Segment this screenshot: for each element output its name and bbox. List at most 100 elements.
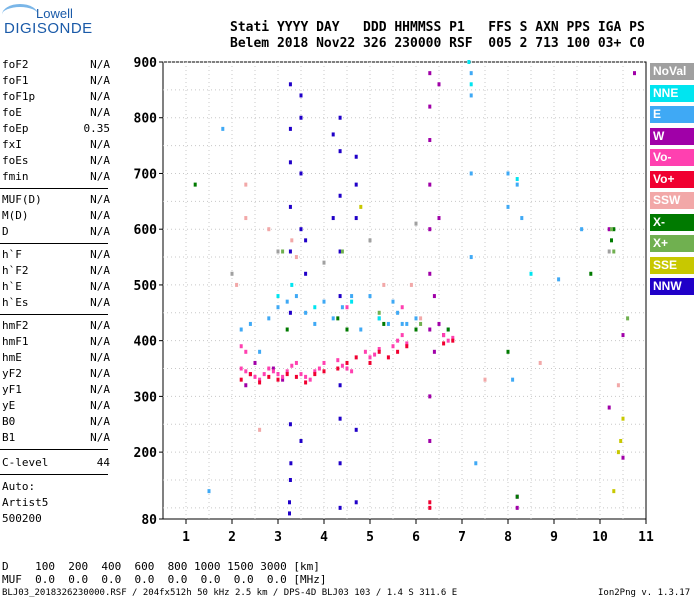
echo-point bbox=[428, 394, 432, 399]
echo-point bbox=[338, 115, 342, 120]
x-tick-label: 4 bbox=[320, 530, 328, 545]
echo-point bbox=[373, 352, 377, 357]
param-name: foEs bbox=[2, 154, 29, 167]
echo-point bbox=[354, 216, 358, 221]
param-name: h`F bbox=[2, 248, 22, 261]
echo-point bbox=[290, 363, 294, 368]
echo-point bbox=[400, 305, 404, 310]
echo-point bbox=[428, 182, 432, 187]
x-tick-label: 9 bbox=[550, 530, 558, 545]
echo-point bbox=[414, 316, 418, 321]
echo-point bbox=[267, 366, 271, 371]
param-name: fxI bbox=[2, 138, 22, 151]
echo-point bbox=[313, 369, 317, 374]
param-value: N/A bbox=[90, 264, 110, 277]
echo-point bbox=[262, 372, 266, 377]
echo-point bbox=[338, 383, 342, 388]
autoscale-text: Auto: bbox=[2, 480, 36, 493]
echo-point bbox=[432, 349, 436, 354]
param-name: h`E bbox=[2, 280, 22, 293]
echo-point bbox=[331, 216, 335, 221]
echo-point bbox=[267, 227, 271, 232]
echo-point bbox=[294, 360, 298, 365]
echo-point bbox=[515, 182, 519, 187]
param-value: N/A bbox=[90, 383, 110, 396]
echo-point bbox=[193, 182, 197, 187]
param-name: MUF(D) bbox=[2, 193, 42, 206]
echo-point bbox=[469, 255, 473, 260]
echo-point bbox=[299, 227, 303, 232]
echo-point bbox=[331, 132, 335, 137]
echo-point bbox=[322, 260, 326, 265]
echo-point bbox=[391, 299, 395, 304]
echo-point bbox=[345, 327, 349, 332]
echo-point bbox=[304, 271, 308, 276]
echo-point bbox=[386, 321, 390, 326]
echo-point bbox=[469, 93, 473, 98]
y-tick-label: 80 bbox=[141, 513, 157, 528]
echo-point bbox=[368, 238, 372, 243]
echo-point bbox=[338, 294, 342, 299]
echo-point bbox=[338, 461, 342, 466]
echo-point bbox=[451, 338, 455, 343]
legend-item-sse: SSE bbox=[650, 256, 694, 274]
echo-point bbox=[377, 310, 381, 315]
echo-point bbox=[230, 271, 234, 276]
echo-point bbox=[354, 500, 358, 505]
echo-point bbox=[621, 455, 625, 460]
echo-point bbox=[354, 182, 358, 187]
param-value: N/A bbox=[90, 248, 110, 261]
echo-point bbox=[276, 372, 280, 377]
x-tick-label: 11 bbox=[638, 530, 654, 545]
param-value: N/A bbox=[90, 90, 110, 103]
echo-point bbox=[612, 227, 616, 232]
echo-point bbox=[437, 216, 441, 221]
echo-point bbox=[607, 227, 611, 232]
echo-point bbox=[621, 333, 625, 338]
echo-point bbox=[405, 321, 409, 326]
param-name: foE bbox=[2, 106, 22, 119]
echo-point bbox=[299, 93, 303, 98]
echo-point bbox=[294, 374, 298, 379]
echo-point bbox=[621, 416, 625, 421]
echo-point bbox=[345, 366, 349, 371]
panel-separator bbox=[0, 314, 108, 315]
param-name: M(D) bbox=[2, 209, 29, 222]
param-value: N/A bbox=[90, 74, 110, 87]
echo-point bbox=[612, 249, 616, 254]
param-name: foF1 bbox=[2, 74, 29, 87]
echo-point bbox=[336, 366, 340, 371]
echo-point bbox=[288, 511, 291, 516]
echo-point bbox=[437, 82, 441, 87]
legend-item-vo-: Vo+ bbox=[650, 170, 694, 188]
echo-point bbox=[299, 171, 303, 176]
echo-point bbox=[340, 249, 344, 254]
panel-separator bbox=[0, 474, 108, 475]
echo-point bbox=[419, 321, 423, 326]
echo-point bbox=[350, 369, 354, 374]
echo-point bbox=[253, 360, 257, 365]
echo-point bbox=[428, 438, 432, 443]
legend-item-w: W bbox=[650, 127, 694, 145]
echo-point bbox=[322, 299, 326, 304]
echo-point bbox=[288, 422, 292, 427]
panel-separator bbox=[0, 188, 108, 189]
logo-digisonde: DIGISONDE bbox=[4, 20, 93, 37]
echo-point bbox=[377, 349, 381, 354]
echo-point bbox=[580, 227, 584, 232]
echo-point bbox=[338, 249, 342, 254]
echo-point bbox=[359, 327, 363, 332]
echo-point bbox=[428, 500, 432, 505]
echo-point bbox=[285, 327, 289, 332]
echo-point bbox=[442, 333, 446, 338]
echo-point bbox=[345, 305, 349, 310]
echo-point bbox=[633, 71, 636, 76]
echo-point bbox=[239, 377, 243, 382]
echo-point bbox=[515, 177, 519, 182]
echo-point bbox=[428, 71, 432, 76]
echo-point bbox=[400, 321, 404, 326]
echo-point bbox=[529, 271, 533, 276]
echo-point bbox=[340, 305, 344, 310]
echo-point bbox=[285, 299, 289, 304]
